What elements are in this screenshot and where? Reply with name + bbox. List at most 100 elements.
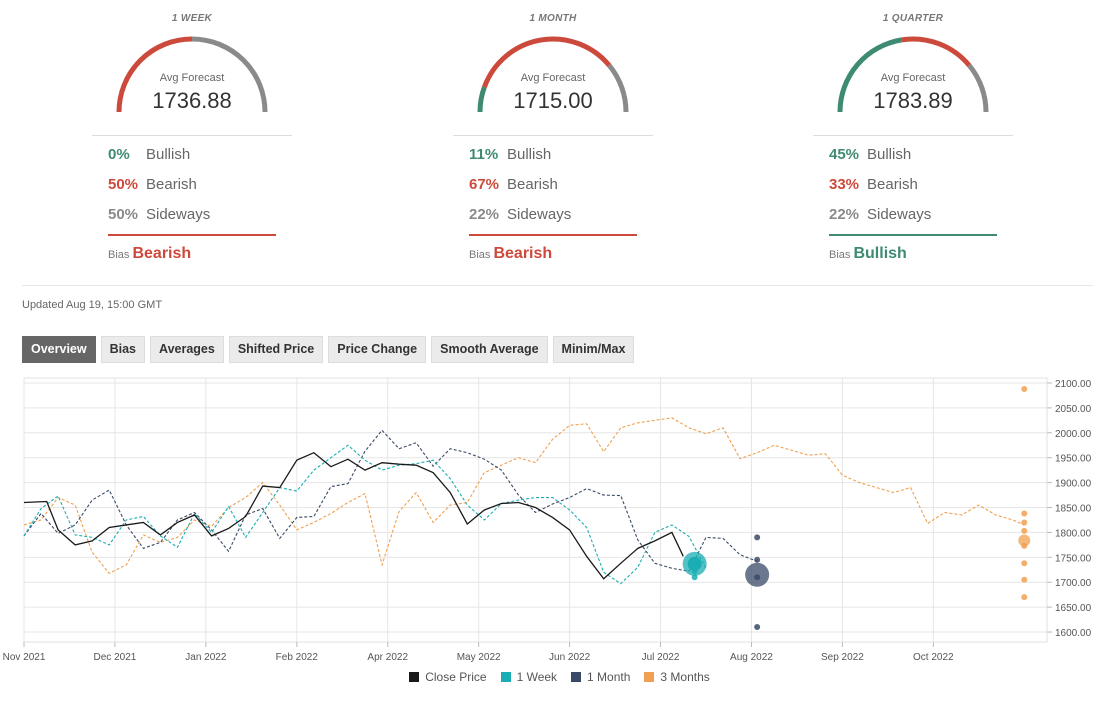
avg-forecast-value: 1783.89 <box>873 88 953 113</box>
series-line-1-week <box>23 444 707 585</box>
gauge-arc <box>837 36 989 113</box>
forecast-point <box>754 556 761 563</box>
legend-swatch <box>644 672 655 682</box>
series-line-close-price <box>23 451 684 580</box>
tab-shifted-price[interactable]: Shifted Price <box>228 336 324 363</box>
divider <box>22 285 1093 286</box>
bullish-row: 0% Bullish <box>108 146 190 163</box>
bearish-row: 67% Bearish <box>469 176 558 193</box>
stat-label: Sideways <box>146 206 211 223</box>
stat-label: Bullish <box>146 146 191 163</box>
stat-percent: 11% <box>469 146 499 163</box>
avg-forecast-value: 1736.88 <box>152 88 232 113</box>
gauge-bearish-arc <box>481 36 612 89</box>
tab-bias[interactable]: Bias <box>100 336 145 363</box>
bearish-row: 50% Bearish <box>108 176 197 193</box>
gauge-divider <box>453 135 653 136</box>
bias-divider <box>469 234 637 236</box>
gauge-bullish-arc <box>477 86 487 113</box>
legend-label: 3 Months <box>660 670 710 684</box>
y-tick-label: 2000.00 <box>1055 429 1092 440</box>
bias-label: Bias <box>108 249 133 261</box>
sideways-row: 50% Sideways <box>108 206 210 223</box>
y-tick-label: 1650.00 <box>1055 603 1092 614</box>
tab-overview[interactable]: Overview <box>22 336 96 363</box>
y-tick-label: 1950.00 <box>1055 454 1092 465</box>
chart-tabs: Overview Bias Averages Shifted Price Price C… <box>22 336 635 363</box>
bias-divider <box>108 234 276 236</box>
legend-label: 1 Month <box>587 670 631 684</box>
x-tick-label: May 2022 <box>457 652 501 663</box>
tab-price-change[interactable]: Price Change <box>328 336 427 363</box>
y-tick-label: 2050.00 <box>1055 404 1092 415</box>
sideways-row: 22% Sideways <box>829 206 931 223</box>
chart-legend: Close Price 1 Week 1 Month 3 Months <box>0 670 1119 684</box>
legend-swatch <box>409 672 420 682</box>
stat-label: Sideways <box>867 206 932 223</box>
gauge-period: 1 QUARTER <box>882 13 944 24</box>
gauge-bearish-arc <box>116 36 193 113</box>
gauge-sideways-arc <box>967 63 989 113</box>
forecast-chart: 1600.00 1650.00 1700.00 1750.00 1800.00 1850.… <box>3 377 1092 663</box>
y-tick-label: 1600.00 <box>1055 628 1092 639</box>
sideways-row: 22% Sideways <box>469 206 571 223</box>
bias-value: Bearish <box>132 245 192 262</box>
x-tick-label: Oct 2022 <box>913 652 954 663</box>
forecast-average-point <box>1018 534 1031 547</box>
stat-label: Bullish <box>507 146 552 163</box>
y-tick-label: 1700.00 <box>1055 578 1092 589</box>
forecast-point <box>1021 560 1028 567</box>
forecast-point <box>1021 576 1028 583</box>
bearish-row: 33% Bearish <box>829 176 918 193</box>
stat-percent: 33% <box>829 176 860 193</box>
x-tick-label: Apr 2022 <box>367 652 408 663</box>
avg-forecast-label: Avg Forecast <box>159 72 225 84</box>
bias-label: Bias <box>469 249 494 261</box>
bias-row: Bias Bullish <box>829 245 907 263</box>
x-tick-label: Nov 2021 <box>3 652 46 663</box>
forecast-point <box>1021 527 1028 534</box>
gauge-arc <box>477 36 629 113</box>
avg-forecast-value: 1715.00 <box>513 88 593 113</box>
stat-label: Bullish <box>867 146 912 163</box>
forecast-point <box>754 624 761 631</box>
tab-averages[interactable]: Averages <box>150 336 224 363</box>
tab-minim-max[interactable]: Minim/Max <box>552 336 635 363</box>
bias-value: Bearish <box>493 245 553 262</box>
bullish-row: 45% Bullish <box>829 146 911 163</box>
avg-forecast-label: Avg Forecast <box>520 72 586 84</box>
gauge-bullish-arc <box>837 37 902 113</box>
updated-timestamp: Updated Aug 19, 15:00 GMT <box>22 299 163 311</box>
forecast-point <box>1021 594 1028 601</box>
x-tick-label: Jul 2022 <box>642 652 680 663</box>
legend-item[interactable]: 1 Month <box>571 670 630 684</box>
y-tick-label: 2100.00 <box>1055 379 1092 390</box>
stat-label: Bearish <box>146 176 197 193</box>
bias-row: Bias Bearish <box>469 245 552 263</box>
y-tick-label: 1800.00 <box>1055 528 1092 539</box>
bias-divider <box>829 234 997 236</box>
forecast-average-point <box>687 556 702 571</box>
x-tick-label: Sep 2022 <box>821 652 864 663</box>
legend-swatch <box>500 672 511 682</box>
gauge-period: 1 MONTH <box>529 13 577 24</box>
forecast-point <box>1021 519 1028 526</box>
legend-item[interactable]: 1 Week <box>500 670 557 684</box>
x-tick-label: Dec 2021 <box>94 652 137 663</box>
x-tick-label: Aug 2022 <box>730 652 773 663</box>
gauge-divider <box>813 135 1013 136</box>
legend-item[interactable]: 3 Months <box>644 670 710 684</box>
legend-label: Close Price <box>425 670 487 684</box>
avg-forecast-label: Avg Forecast <box>880 72 946 84</box>
stat-percent: 50% <box>108 176 139 193</box>
legend-item[interactable]: Close Price <box>409 670 487 684</box>
stat-percent: 0% <box>108 146 130 163</box>
forecast-point <box>754 534 761 541</box>
forecast-point <box>1021 510 1028 517</box>
stat-label: Bearish <box>507 176 558 193</box>
legend-swatch <box>571 672 582 682</box>
gauge-arc <box>116 36 268 113</box>
bias-value: Bullish <box>853 245 907 262</box>
tab-smooth-average[interactable]: Smooth Average <box>431 336 548 363</box>
gauge-bearish-arc <box>901 36 972 68</box>
